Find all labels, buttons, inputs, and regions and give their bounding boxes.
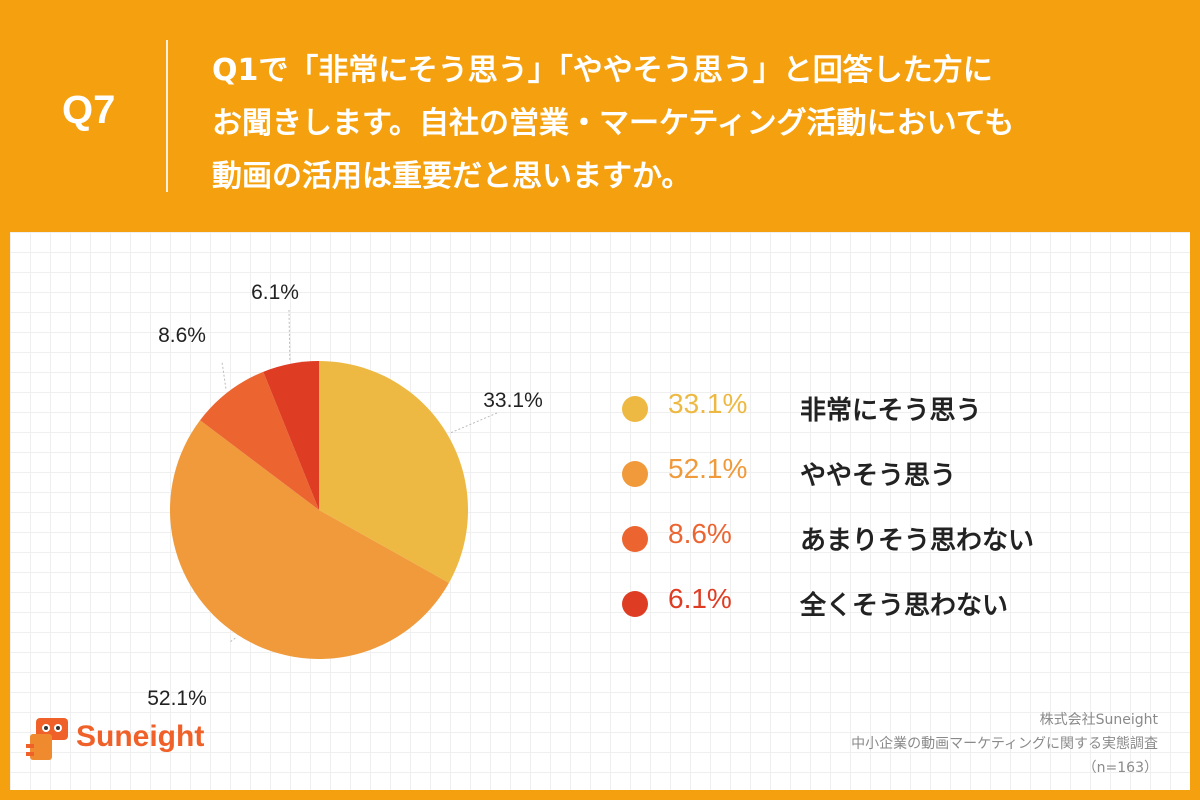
legend-item: 33.1% 非常にそう思う	[622, 382, 1142, 447]
legend-label: 全くそう思わない	[800, 591, 1009, 621]
legend-item: 8.6% あまりそう思わない	[622, 512, 1142, 577]
slice-data-label: 6.1%	[251, 281, 299, 304]
legend-percent: 6.1%	[668, 583, 732, 614]
legend-swatch	[622, 526, 648, 552]
source-company: 株式会社Suneight	[1039, 712, 1158, 728]
pie-slice	[319, 361, 468, 583]
legend: 33.1% 非常にそう思う 52.1% ややそう思う 8.6% あまりそう思わな…	[622, 382, 1142, 642]
legend-label: あまりそう思わない	[800, 526, 1035, 556]
leader-line	[229, 637, 236, 643]
legend-label: ややそう思う	[800, 461, 957, 491]
legend-percent: 33.1%	[668, 388, 748, 419]
legend-swatch	[622, 396, 648, 422]
question-line-1: Q1で「非常にそう思う」「ややそう思う」と回答した方に	[212, 53, 993, 88]
leader-line	[288, 309, 291, 360]
source-sample: （n=163）	[1082, 760, 1158, 776]
legend-item: 6.1% 全くそう思わない	[622, 577, 1142, 642]
header-divider	[166, 40, 168, 192]
pie-slice	[263, 361, 319, 510]
logo-mark-icon	[26, 718, 68, 760]
legend-percent: 8.6%	[668, 518, 732, 549]
question-number: Q7	[62, 88, 116, 132]
slice-data-label: 33.1%	[483, 389, 543, 412]
legend-label: 非常にそう思う	[800, 396, 982, 426]
question-line-2: お聞きします。自社の営業・マーケティング活動においても	[212, 106, 1015, 141]
legend-swatch	[622, 461, 648, 487]
question-text: Q1で「非常にそう思う」「ややそう思う」と回答した方に お聞きします。自社の営業…	[212, 44, 1172, 203]
pie-chart: 33.1% 52.1% 8.6% 6.1%	[147, 281, 543, 710]
question-line-3: 動画の活用は重要だと思いますか。	[212, 159, 692, 194]
leader-line	[450, 412, 498, 434]
source-note: 株式会社Suneight 中小企業の動画マーケティングに関する実態調査 （n=1…	[851, 708, 1158, 780]
legend-item: 52.1% ややそう思う	[622, 447, 1142, 512]
legend-percent: 52.1%	[668, 453, 748, 484]
legend-swatch	[622, 591, 648, 617]
logo-text: Suneight	[76, 720, 205, 753]
pie-slice	[200, 371, 319, 510]
slice-data-label: 8.6%	[158, 324, 206, 347]
source-survey: 中小企業の動画マーケティングに関する実態調査	[851, 736, 1158, 752]
suneight-logo: Suneight	[26, 712, 226, 772]
pie-slice	[170, 420, 449, 659]
slice-data-label: 52.1%	[147, 687, 207, 710]
leader-line	[221, 361, 227, 389]
chart-panel: 33.1% 52.1% 8.6% 6.1% 33.1% 非常にそう思う 52.1% や…	[10, 232, 1190, 790]
header: Q7 Q1で「非常にそう思う」「ややそう思う」と回答した方に お聞きします。自社…	[0, 0, 1200, 232]
